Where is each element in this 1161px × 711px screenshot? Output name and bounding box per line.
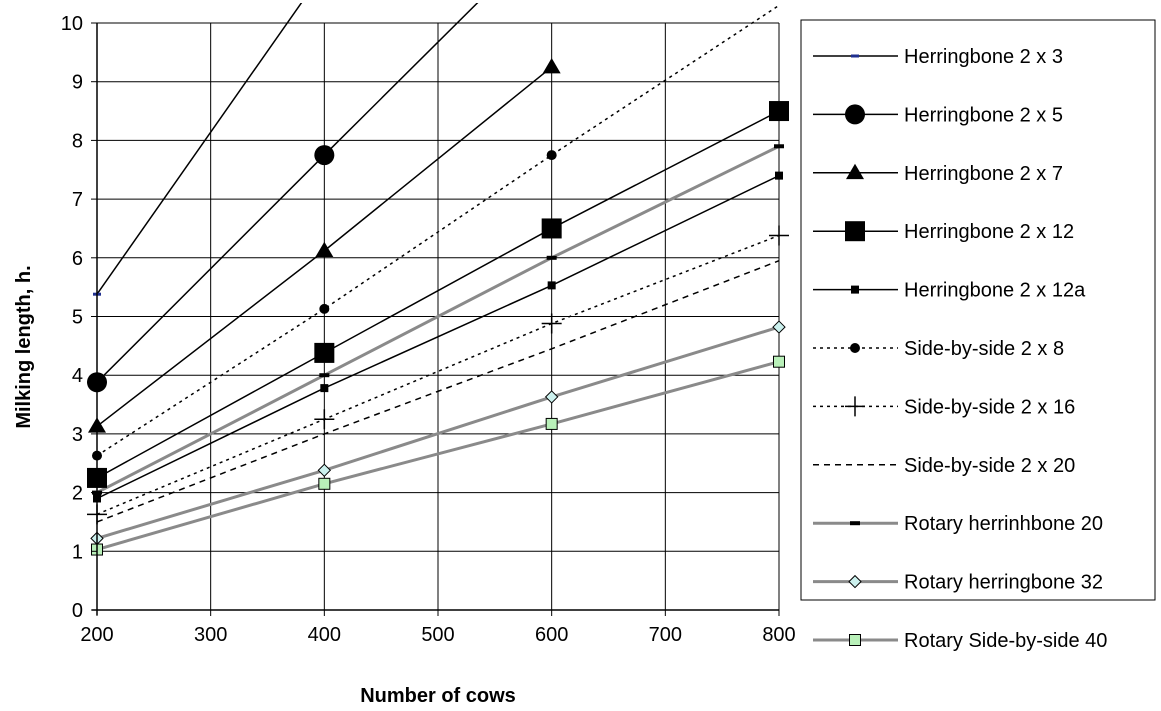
y-tick-label: 10 <box>61 13 83 35</box>
series-marker <box>774 144 784 148</box>
y-tick-label: 4 <box>72 365 83 387</box>
legend-entry-label: Rotary herrinhbone 20 <box>904 513 1103 535</box>
y-tick-label: 5 <box>72 307 83 329</box>
x-tick-label: 400 <box>308 624 341 646</box>
series-marker <box>314 409 334 429</box>
series-marker <box>769 101 789 121</box>
series-marker <box>851 286 859 294</box>
x-tick-label: 800 <box>762 624 795 646</box>
series-marker <box>845 221 865 241</box>
x-tick-label: 200 <box>80 624 113 646</box>
legend-entry-label: Rotary herringbone 32 <box>904 572 1103 594</box>
series-marker <box>769 225 789 245</box>
series-marker <box>318 464 330 476</box>
series-marker <box>850 343 860 353</box>
series-marker <box>546 418 557 429</box>
series-marker <box>774 356 785 367</box>
series-marker <box>546 391 558 403</box>
y-tick-label: 0 <box>72 600 83 622</box>
series-marker <box>850 635 861 646</box>
series-marker <box>851 55 859 58</box>
x-axis-title: Number of cows <box>360 685 516 707</box>
y-tick-label: 3 <box>72 424 83 446</box>
y-tick-label: 9 <box>72 72 83 94</box>
series-marker <box>773 321 785 333</box>
legend-entry-label: Herringbone 2 x 12a <box>904 280 1086 302</box>
x-tick-label: 700 <box>649 624 682 646</box>
series-marker <box>547 150 557 160</box>
legend-entry-label: Herringbone 2 x 7 <box>904 163 1063 185</box>
x-tick-label: 300 <box>194 624 227 646</box>
series-marker <box>314 145 334 165</box>
series-marker <box>547 256 557 260</box>
legend-entry-label: Side-by-side 2 x 20 <box>904 455 1075 477</box>
legend-entry-label: Side-by-side 2 x 16 <box>904 396 1075 418</box>
legend-entry-label: Herringbone 2 x 12 <box>904 221 1074 243</box>
y-tick-label: 2 <box>72 483 83 505</box>
y-tick-label: 7 <box>72 189 83 211</box>
x-tick-label: 600 <box>535 624 568 646</box>
y-tick-label: 8 <box>72 130 83 152</box>
legend-entry-label: Herringbone 2 x 3 <box>904 46 1063 68</box>
y-tick-label: 6 <box>72 248 83 270</box>
series-marker <box>850 521 860 525</box>
series-marker <box>548 281 556 289</box>
series-marker <box>315 242 333 257</box>
series-marker <box>845 104 865 124</box>
series-marker <box>319 373 329 377</box>
legend-entry-label: Herringbone 2 x 5 <box>904 104 1063 126</box>
series-marker <box>319 478 330 489</box>
series-marker <box>314 343 334 363</box>
series-marker <box>320 384 328 392</box>
series-marker <box>775 172 783 180</box>
legend: Herringbone 2 x 3 Herringbone 2 x 5 Herrin… <box>801 20 1155 652</box>
legend-entry-label: Rotary Side-by-side 40 <box>904 630 1107 652</box>
series-marker <box>543 58 561 73</box>
y-tick-label: 1 <box>72 541 83 563</box>
x-tick-label: 500 <box>421 624 454 646</box>
series-marker <box>319 304 329 314</box>
legend-entry-label: Side-by-side 2 x 8 <box>904 338 1064 360</box>
y-axis-title: Milking length, h. <box>13 265 35 428</box>
series-marker <box>542 218 562 238</box>
